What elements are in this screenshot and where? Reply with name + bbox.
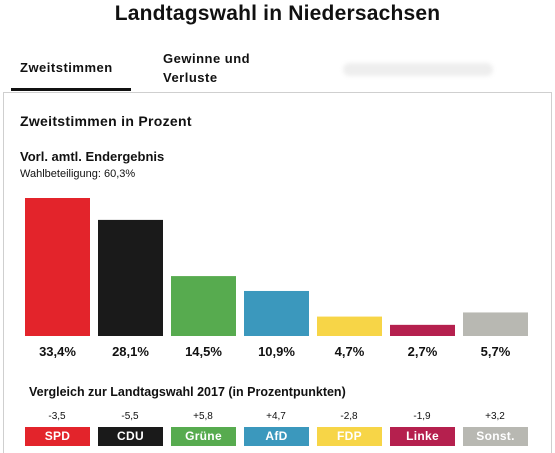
change-value: -3,5	[48, 411, 66, 422]
bar-value-label: 4,7%	[335, 344, 365, 359]
bar-sonst	[463, 312, 528, 336]
bar-afd	[244, 290, 309, 336]
party-label: Grüne	[171, 427, 236, 446]
bar-value-label: 10,9%	[258, 344, 295, 359]
bar-value-label: 14,5%	[185, 344, 222, 359]
party-label: CDU	[98, 427, 163, 446]
tab-blurred[interactable]	[343, 63, 493, 76]
result-subtitle: Vorl. amtl. Endergebnis	[20, 149, 165, 164]
chart-panel	[3, 92, 552, 453]
change-value: +4,7	[266, 411, 286, 422]
turnout-label: Wahlbeteiligung: 60,3%	[20, 168, 136, 180]
bar-value-label: 28,1%	[112, 344, 149, 359]
bar-value-label: 33,4%	[39, 344, 76, 359]
party-label: Linke	[390, 427, 455, 446]
change-value: -2,8	[340, 411, 358, 422]
bar-fdp	[317, 316, 382, 336]
bar-linke	[390, 324, 455, 336]
comparison-title: Vergleich zur Landtagswahl 2017 (in Proz…	[29, 385, 346, 399]
bar-spd	[25, 198, 90, 336]
section-title: Zweitstimmen in Prozent	[20, 113, 192, 129]
party-label: Sonst.	[463, 427, 528, 446]
change-value: -1,9	[413, 411, 431, 422]
party-label: AfD	[244, 427, 309, 446]
change-value: +3,2	[485, 411, 505, 422]
party-label: FDP	[317, 427, 382, 446]
bar-value-label: 5,7%	[481, 344, 511, 359]
page-title: Landtagswahl in Niedersachsen	[114, 2, 441, 25]
active-tab-indicator	[11, 88, 131, 91]
bar-grne	[171, 276, 236, 336]
tab-zweitstimmen[interactable]: Zweitstimmen	[20, 60, 113, 75]
bar-value-label: 2,7%	[408, 344, 438, 359]
party-label: SPD	[25, 427, 90, 446]
tab-bar: Zweitstimmen Gewinne und Verluste	[0, 42, 555, 92]
change-value: -5,5	[121, 411, 139, 422]
bar-cdu	[98, 219, 163, 336]
tab-gewinne-verluste[interactable]: Gewinne und Verluste	[163, 51, 251, 85]
change-value: +5,8	[193, 411, 213, 422]
